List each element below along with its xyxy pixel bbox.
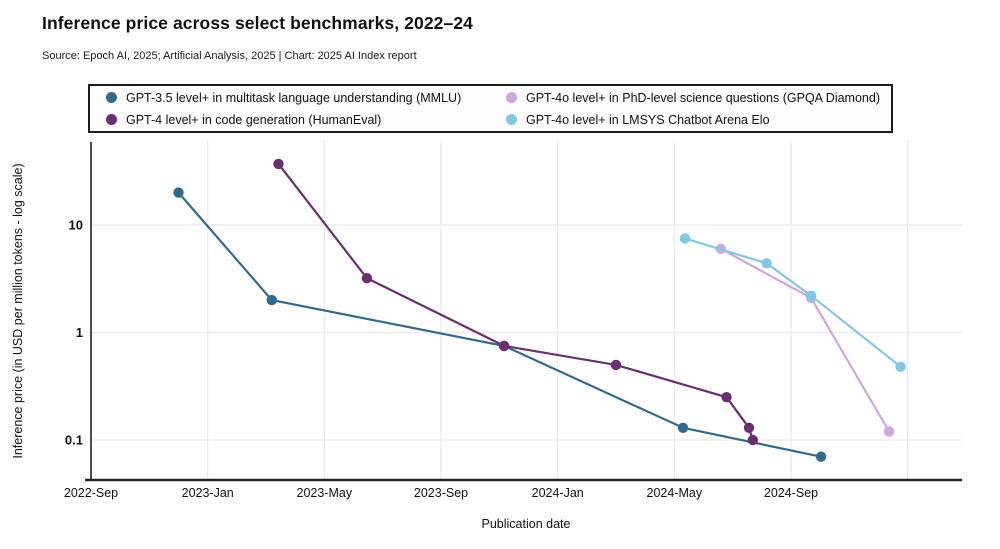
page-title: Inference price across select benchmarks… <box>42 13 473 33</box>
data-point <box>361 273 373 284</box>
data-point <box>805 290 817 301</box>
svg-text:2024-May: 2024-May <box>647 486 703 500</box>
svg-text:2024-Jan: 2024-Jan <box>532 486 584 500</box>
x-axis-title: Publication date <box>482 517 571 531</box>
series-3 <box>679 233 906 372</box>
legend-item-3: GPT-4o level+ in LMSYS Chatbot Arena Elo <box>506 109 891 131</box>
legend: GPT-3.5 level+ in multitask language und… <box>88 84 893 133</box>
data-point <box>883 426 895 437</box>
legend-item-label: GPT-3.5 level+ in multitask language und… <box>126 90 462 105</box>
data-point <box>677 422 689 433</box>
data-point <box>747 434 758 446</box>
legend-item-2: GPT-4o level+ in PhD-level science quest… <box>506 87 891 109</box>
legend-dot-icon <box>506 92 517 103</box>
legend-item-label: GPT-4o level+ in PhD-level science quest… <box>526 90 880 105</box>
svg-text:2024-Sep: 2024-Sep <box>764 486 818 500</box>
legend-item-label: GPT-4o level+ in LMSYS Chatbot Arena Elo <box>526 112 770 127</box>
data-point <box>498 340 510 352</box>
svg-text:1: 1 <box>76 325 83 340</box>
data-point <box>173 187 184 198</box>
legend-dot-icon <box>106 114 117 125</box>
data-point <box>721 392 732 403</box>
data-point <box>815 451 827 462</box>
legend-item-0: GPT-3.5 level+ in multitask language und… <box>106 87 506 109</box>
data-point <box>273 158 284 170</box>
series-1 <box>273 158 758 446</box>
svg-text:2022-Sep: 2022-Sep <box>64 486 118 500</box>
svg-text:2023-Jan: 2023-Jan <box>182 486 234 500</box>
data-point <box>743 422 755 433</box>
legend-item-1: GPT-4 level+ in code generation (HumanEv… <box>106 109 506 131</box>
source-note: Source: Epoch AI, 2025; Artificial Analy… <box>42 50 417 62</box>
legend-item-label: GPT-4 level+ in code generation (HumanEv… <box>126 112 382 127</box>
gridlines <box>91 140 962 480</box>
data-point <box>895 361 906 372</box>
series-0 <box>173 187 827 462</box>
svg-text:0.1: 0.1 <box>65 433 83 448</box>
svg-text:2023-Sep: 2023-Sep <box>414 486 468 500</box>
y-axis-title: Inference price (in USD per million toke… <box>11 163 25 458</box>
data-point <box>679 233 691 244</box>
y-tick-labels: 10 1 0.1 <box>65 218 83 448</box>
x-tick-labels: 2022-Sep 2023-Jan 2023-May 2023-Sep 2024-Jan… <box>64 486 818 500</box>
data-point <box>761 258 772 269</box>
legend-dot-icon <box>506 114 517 125</box>
svg-text:10: 10 <box>69 218 83 233</box>
svg-text:2023-May: 2023-May <box>297 486 353 500</box>
legend-dot-icon <box>106 92 117 103</box>
data-point <box>266 294 277 306</box>
data-point <box>610 359 622 371</box>
